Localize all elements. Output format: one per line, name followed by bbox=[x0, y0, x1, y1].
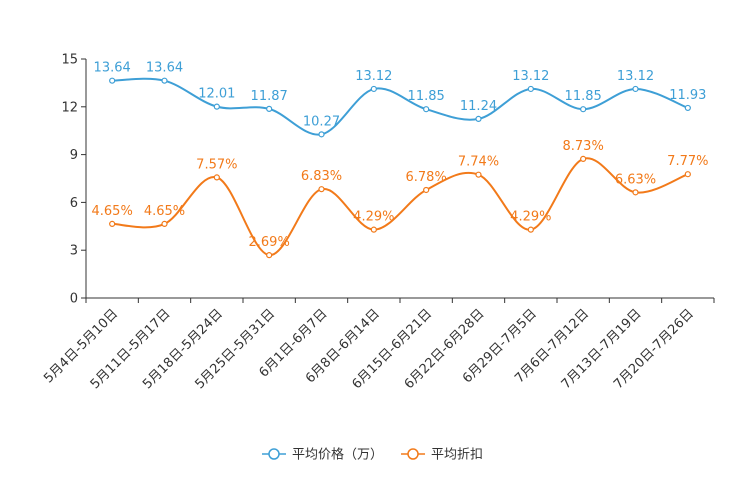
data-point[interactable] bbox=[580, 106, 587, 113]
series-line bbox=[112, 157, 689, 257]
data-label: 13.64 bbox=[94, 61, 131, 76]
data-label: 12.01 bbox=[198, 87, 235, 102]
data-point[interactable] bbox=[527, 85, 534, 93]
legend-item-0[interactable]: 平均价格（万） bbox=[262, 447, 383, 463]
data-label: 11.93 bbox=[669, 88, 706, 103]
data-point[interactable] bbox=[580, 155, 587, 163]
legend-item-1[interactable]: 平均折扣 bbox=[401, 448, 483, 463]
data-point[interactable] bbox=[109, 77, 116, 84]
data-point[interactable] bbox=[161, 77, 168, 84]
data-point[interactable] bbox=[632, 85, 639, 93]
data-label: 7.77% bbox=[667, 154, 708, 169]
series-1: 4.65% 4.65% 7.57% 2.69% 6.83% 4.29% 6.78% 7.74%… bbox=[92, 139, 708, 259]
legend-label: 平均折扣 bbox=[431, 448, 483, 463]
y-tick-label: 6 bbox=[70, 196, 78, 211]
y-tick-label: 0 bbox=[70, 292, 78, 307]
data-label: 4.65% bbox=[92, 204, 133, 219]
data-point[interactable] bbox=[266, 105, 273, 112]
data-point[interactable] bbox=[527, 226, 534, 233]
data-point[interactable] bbox=[370, 85, 377, 93]
data-point[interactable] bbox=[266, 252, 273, 259]
y-axis: 0 3 6 9 12 15 bbox=[61, 53, 87, 307]
data-point[interactable] bbox=[213, 174, 220, 181]
data-point[interactable] bbox=[684, 104, 691, 112]
data-point[interactable] bbox=[423, 186, 430, 194]
data-label: 6.63% bbox=[615, 172, 656, 187]
data-point[interactable] bbox=[213, 103, 220, 110]
x-axis: 5月4日-5月10日5月11日-5月17日5月18日-5月24日5月25日-5月… bbox=[41, 297, 715, 392]
data-label: 8.73% bbox=[563, 139, 604, 154]
legend-label: 平均价格（万） bbox=[292, 447, 383, 463]
data-label: 11.85 bbox=[565, 89, 602, 104]
legend-marker-icon bbox=[407, 448, 419, 460]
data-point[interactable] bbox=[423, 106, 430, 113]
data-label: 10.27 bbox=[303, 114, 340, 129]
data-label: 7.74% bbox=[458, 155, 499, 170]
data-label: 13.12 bbox=[512, 69, 549, 84]
data-point[interactable] bbox=[684, 171, 691, 178]
data-point[interactable] bbox=[318, 131, 325, 138]
legend[interactable]: 平均价格（万） 平均折扣 bbox=[262, 447, 483, 463]
y-tick-label: 15 bbox=[61, 53, 78, 68]
data-label: 13.12 bbox=[355, 69, 392, 84]
y-tick-label: 12 bbox=[61, 100, 78, 115]
data-label: 2.69% bbox=[249, 235, 290, 250]
data-point[interactable] bbox=[161, 220, 168, 228]
y-tick-label: 3 bbox=[70, 244, 78, 259]
y-tick-label: 9 bbox=[70, 148, 78, 163]
data-label: 7.57% bbox=[196, 157, 237, 172]
series-0: 13.64 13.64 12.01 11.87 10.27 13.12 11.85 11.24… bbox=[94, 61, 706, 138]
data-label: 11.85 bbox=[408, 89, 445, 104]
data-label: 13.12 bbox=[617, 69, 654, 84]
data-point[interactable] bbox=[109, 220, 116, 228]
data-label: 4.29% bbox=[353, 210, 394, 225]
data-label: 4.65% bbox=[144, 204, 185, 219]
legend-marker-icon bbox=[268, 448, 280, 460]
series-layer: 13.64 13.64 12.01 11.87 10.27 13.12 11.85 11.24… bbox=[92, 61, 708, 259]
data-label: 6.83% bbox=[301, 169, 342, 184]
data-label: 11.87 bbox=[251, 89, 288, 104]
data-label: 4.29% bbox=[510, 210, 551, 225]
data-point[interactable] bbox=[475, 171, 482, 178]
data-label: 11.24 bbox=[460, 99, 497, 114]
data-point[interactable] bbox=[370, 226, 377, 233]
data-label: 13.64 bbox=[146, 61, 183, 76]
data-point[interactable] bbox=[475, 115, 482, 123]
data-label: 6.78% bbox=[406, 170, 447, 185]
data-point[interactable] bbox=[632, 189, 639, 196]
data-point[interactable] bbox=[318, 186, 325, 193]
